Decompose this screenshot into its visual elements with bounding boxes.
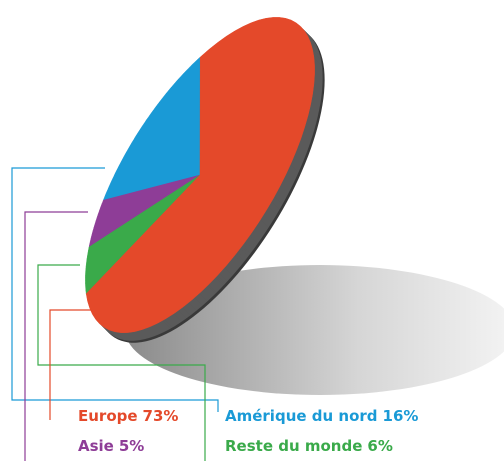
shadow bbox=[125, 265, 504, 395]
pie-slice bbox=[85, 17, 315, 333]
value-label: 73% bbox=[143, 407, 179, 425]
value-label: 5% bbox=[119, 437, 144, 455]
pie bbox=[85, 17, 315, 333]
legend-label: Amérique du nord 16% bbox=[225, 407, 418, 425]
value-label: 16% bbox=[383, 407, 419, 425]
legend-label: Asie 5% bbox=[78, 437, 144, 455]
leader-line bbox=[37, 264, 206, 461]
pie-slice bbox=[102, 56, 201, 201]
legend-label: Europe 73% bbox=[78, 407, 178, 425]
category-name: Asie bbox=[78, 437, 114, 455]
category-name: Reste du monde bbox=[225, 437, 362, 455]
legend-label: Reste du monde 6% bbox=[225, 437, 393, 455]
leader-line bbox=[24, 211, 88, 461]
labels: Europe 73% Amérique du nord 16% Asie 5% Reste … bbox=[78, 407, 418, 455]
leader-lines bbox=[11, 167, 219, 461]
leader-line bbox=[49, 309, 100, 420]
leader-line bbox=[11, 167, 219, 412]
category-name: Europe bbox=[78, 407, 138, 425]
value-label: 6% bbox=[367, 437, 392, 455]
category-name: Amérique du nord bbox=[225, 407, 378, 425]
